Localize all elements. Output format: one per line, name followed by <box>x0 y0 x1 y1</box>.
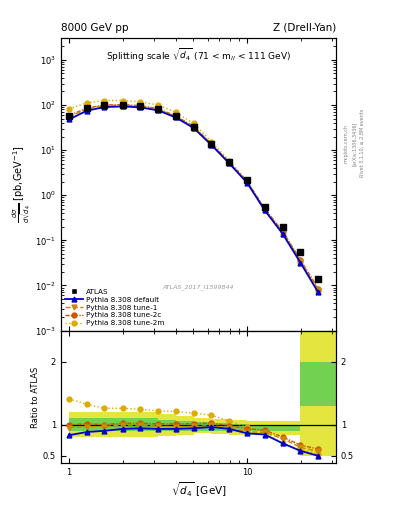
Text: mcplots.cern.ch: mcplots.cern.ch <box>344 124 349 163</box>
Y-axis label: $\frac{d\sigma}{d\sqrt{d_{4}}}$ [pb,GeV$^{-1}$]: $\frac{d\sigma}{d\sqrt{d_{4}}}$ [pb,GeV$… <box>11 145 34 223</box>
Text: ATLAS_2017_I1599844: ATLAS_2017_I1599844 <box>163 284 234 290</box>
Text: 8000 GeV pp: 8000 GeV pp <box>61 23 129 33</box>
Y-axis label: Ratio to ATLAS: Ratio to ATLAS <box>31 366 40 428</box>
Text: Rivet 3.1.10, ≥ 2.8M events: Rivet 3.1.10, ≥ 2.8M events <box>360 109 365 178</box>
X-axis label: $\sqrt{d_4}$ [GeV]: $\sqrt{d_4}$ [GeV] <box>171 480 226 499</box>
Text: [arXiv:1306.3436]: [arXiv:1306.3436] <box>352 121 357 165</box>
Legend: ATLAS, Pythia 8.308 default, Pythia 8.308 tune-1, Pythia 8.308 tune-2c, Pythia 8: ATLAS, Pythia 8.308 default, Pythia 8.30… <box>64 287 166 328</box>
Text: Splitting scale $\sqrt{d_4}$ (71 < m$_{ll}$ < 111 GeV): Splitting scale $\sqrt{d_4}$ (71 < m$_{l… <box>106 47 291 64</box>
Text: Z (Drell-Yan): Z (Drell-Yan) <box>273 23 336 33</box>
